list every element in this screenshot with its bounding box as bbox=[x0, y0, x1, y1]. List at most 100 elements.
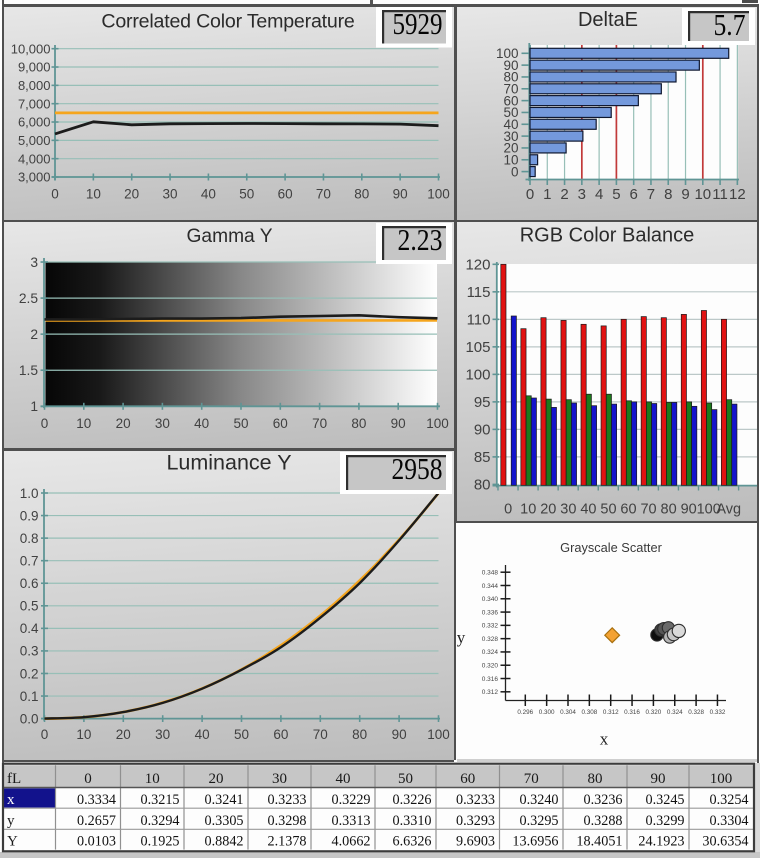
svg-text:0.6: 0.6 bbox=[20, 576, 39, 591]
svg-text:0.5: 0.5 bbox=[20, 599, 39, 614]
svg-text:10: 10 bbox=[694, 186, 711, 203]
svg-text:20: 20 bbox=[124, 186, 139, 201]
svg-text:2.5: 2.5 bbox=[19, 291, 39, 306]
svg-text:4,000: 4,000 bbox=[18, 151, 51, 166]
svg-text:13.6956: 13.6956 bbox=[512, 834, 558, 850]
svg-text:Y: Y bbox=[7, 834, 18, 850]
svg-text:5.7: 5.7 bbox=[714, 7, 746, 42]
svg-text:105: 105 bbox=[465, 339, 490, 356]
svg-text:0.3294: 0.3294 bbox=[140, 813, 179, 829]
svg-text:0.3233: 0.3233 bbox=[456, 792, 495, 808]
svg-text:0.3299: 0.3299 bbox=[645, 813, 684, 829]
svg-text:8: 8 bbox=[664, 186, 672, 203]
svg-text:30: 30 bbox=[163, 186, 178, 201]
svg-text:90: 90 bbox=[681, 501, 697, 517]
svg-text:0.8: 0.8 bbox=[20, 531, 39, 546]
svg-text:Gamma Y: Gamma Y bbox=[186, 226, 272, 247]
svg-text:100: 100 bbox=[427, 186, 450, 201]
svg-text:0.304: 0.304 bbox=[560, 709, 576, 716]
svg-text:Grayscale Scatter: Grayscale Scatter bbox=[560, 540, 662, 555]
svg-text:70: 70 bbox=[313, 727, 328, 742]
svg-text:0: 0 bbox=[41, 727, 49, 742]
svg-text:0.328: 0.328 bbox=[688, 709, 704, 716]
svg-text:90: 90 bbox=[474, 422, 491, 439]
svg-text:1: 1 bbox=[30, 399, 38, 414]
svg-text:100: 100 bbox=[465, 367, 490, 384]
svg-text:100: 100 bbox=[427, 727, 450, 742]
svg-text:0: 0 bbox=[51, 186, 59, 201]
svg-text:90: 90 bbox=[392, 727, 407, 742]
svg-text:10: 10 bbox=[503, 152, 518, 167]
svg-text:0: 0 bbox=[41, 416, 49, 431]
svg-text:0.320: 0.320 bbox=[646, 709, 662, 716]
svg-text:90: 90 bbox=[393, 186, 408, 201]
svg-text:6: 6 bbox=[630, 186, 638, 203]
svg-text:0.328: 0.328 bbox=[482, 636, 499, 643]
svg-text:3: 3 bbox=[30, 255, 38, 270]
svg-text:9,000: 9,000 bbox=[18, 60, 51, 75]
svg-text:8,000: 8,000 bbox=[18, 78, 51, 93]
svg-text:0.3241: 0.3241 bbox=[204, 792, 243, 808]
svg-text:60: 60 bbox=[460, 771, 475, 787]
svg-text:80: 80 bbox=[352, 727, 367, 742]
svg-text:2: 2 bbox=[30, 327, 38, 342]
svg-text:70: 70 bbox=[524, 771, 539, 787]
svg-text:0.3293: 0.3293 bbox=[456, 813, 495, 829]
svg-text:80: 80 bbox=[351, 416, 366, 431]
svg-text:0.2: 0.2 bbox=[20, 666, 39, 681]
svg-text:0.324: 0.324 bbox=[667, 709, 683, 716]
svg-text:0.7: 0.7 bbox=[20, 553, 39, 568]
svg-text:10: 10 bbox=[76, 727, 91, 742]
svg-text:90: 90 bbox=[503, 58, 518, 73]
svg-text:0.312: 0.312 bbox=[482, 689, 499, 696]
svg-text:110: 110 bbox=[467, 312, 491, 329]
svg-text:1.5: 1.5 bbox=[19, 363, 39, 378]
svg-text:12: 12 bbox=[729, 186, 746, 203]
svg-text:0.3254: 0.3254 bbox=[709, 792, 748, 808]
svg-text:0.332: 0.332 bbox=[710, 709, 726, 716]
svg-text:30: 30 bbox=[155, 727, 170, 742]
svg-text:0.3313: 0.3313 bbox=[331, 813, 370, 829]
svg-text:3,000: 3,000 bbox=[18, 170, 51, 185]
svg-text:9.6903: 9.6903 bbox=[456, 834, 495, 850]
svg-text:2958: 2958 bbox=[392, 451, 443, 486]
svg-text:0.3: 0.3 bbox=[20, 644, 39, 659]
svg-text:Correlated Color Temperature: Correlated Color Temperature bbox=[101, 10, 355, 32]
svg-text:60: 60 bbox=[503, 93, 518, 108]
svg-text:0.1: 0.1 bbox=[20, 689, 39, 704]
svg-text:60: 60 bbox=[273, 727, 288, 742]
svg-text:0.3233: 0.3233 bbox=[267, 792, 306, 808]
svg-text:0.296: 0.296 bbox=[517, 709, 533, 716]
svg-text:3: 3 bbox=[578, 186, 586, 203]
svg-text:60: 60 bbox=[278, 186, 293, 201]
svg-text:0.8842: 0.8842 bbox=[204, 834, 243, 850]
svg-text:50: 50 bbox=[503, 105, 518, 120]
svg-text:5929: 5929 bbox=[393, 6, 443, 41]
svg-text:95: 95 bbox=[474, 394, 491, 411]
svg-text:50: 50 bbox=[600, 501, 616, 517]
svg-text:100: 100 bbox=[710, 771, 733, 787]
svg-text:70: 70 bbox=[312, 416, 327, 431]
svg-text:20: 20 bbox=[540, 501, 556, 517]
svg-text:24.1923: 24.1923 bbox=[638, 834, 684, 850]
svg-text:6.6326: 6.6326 bbox=[392, 834, 431, 850]
svg-text:18.4051: 18.4051 bbox=[576, 834, 622, 850]
svg-text:0.3226: 0.3226 bbox=[392, 792, 431, 808]
svg-text:0.348: 0.348 bbox=[482, 570, 499, 577]
svg-text:0.0: 0.0 bbox=[20, 711, 39, 726]
svg-text:5,000: 5,000 bbox=[18, 133, 51, 148]
svg-text:70: 70 bbox=[316, 186, 331, 201]
svg-text:100: 100 bbox=[426, 416, 449, 431]
svg-text:0.3305: 0.3305 bbox=[204, 813, 243, 829]
svg-text:0.3236: 0.3236 bbox=[583, 792, 622, 808]
svg-text:115: 115 bbox=[467, 284, 491, 301]
svg-text:70: 70 bbox=[503, 81, 518, 96]
svg-text:30.6354: 30.6354 bbox=[702, 834, 748, 850]
svg-text:0.3245: 0.3245 bbox=[645, 792, 684, 808]
svg-text:10: 10 bbox=[86, 186, 101, 201]
svg-text:40: 40 bbox=[503, 117, 518, 132]
svg-text:10: 10 bbox=[76, 416, 91, 431]
svg-text:90: 90 bbox=[651, 771, 666, 787]
svg-text:0.3334: 0.3334 bbox=[77, 792, 116, 808]
svg-text:90: 90 bbox=[391, 416, 406, 431]
